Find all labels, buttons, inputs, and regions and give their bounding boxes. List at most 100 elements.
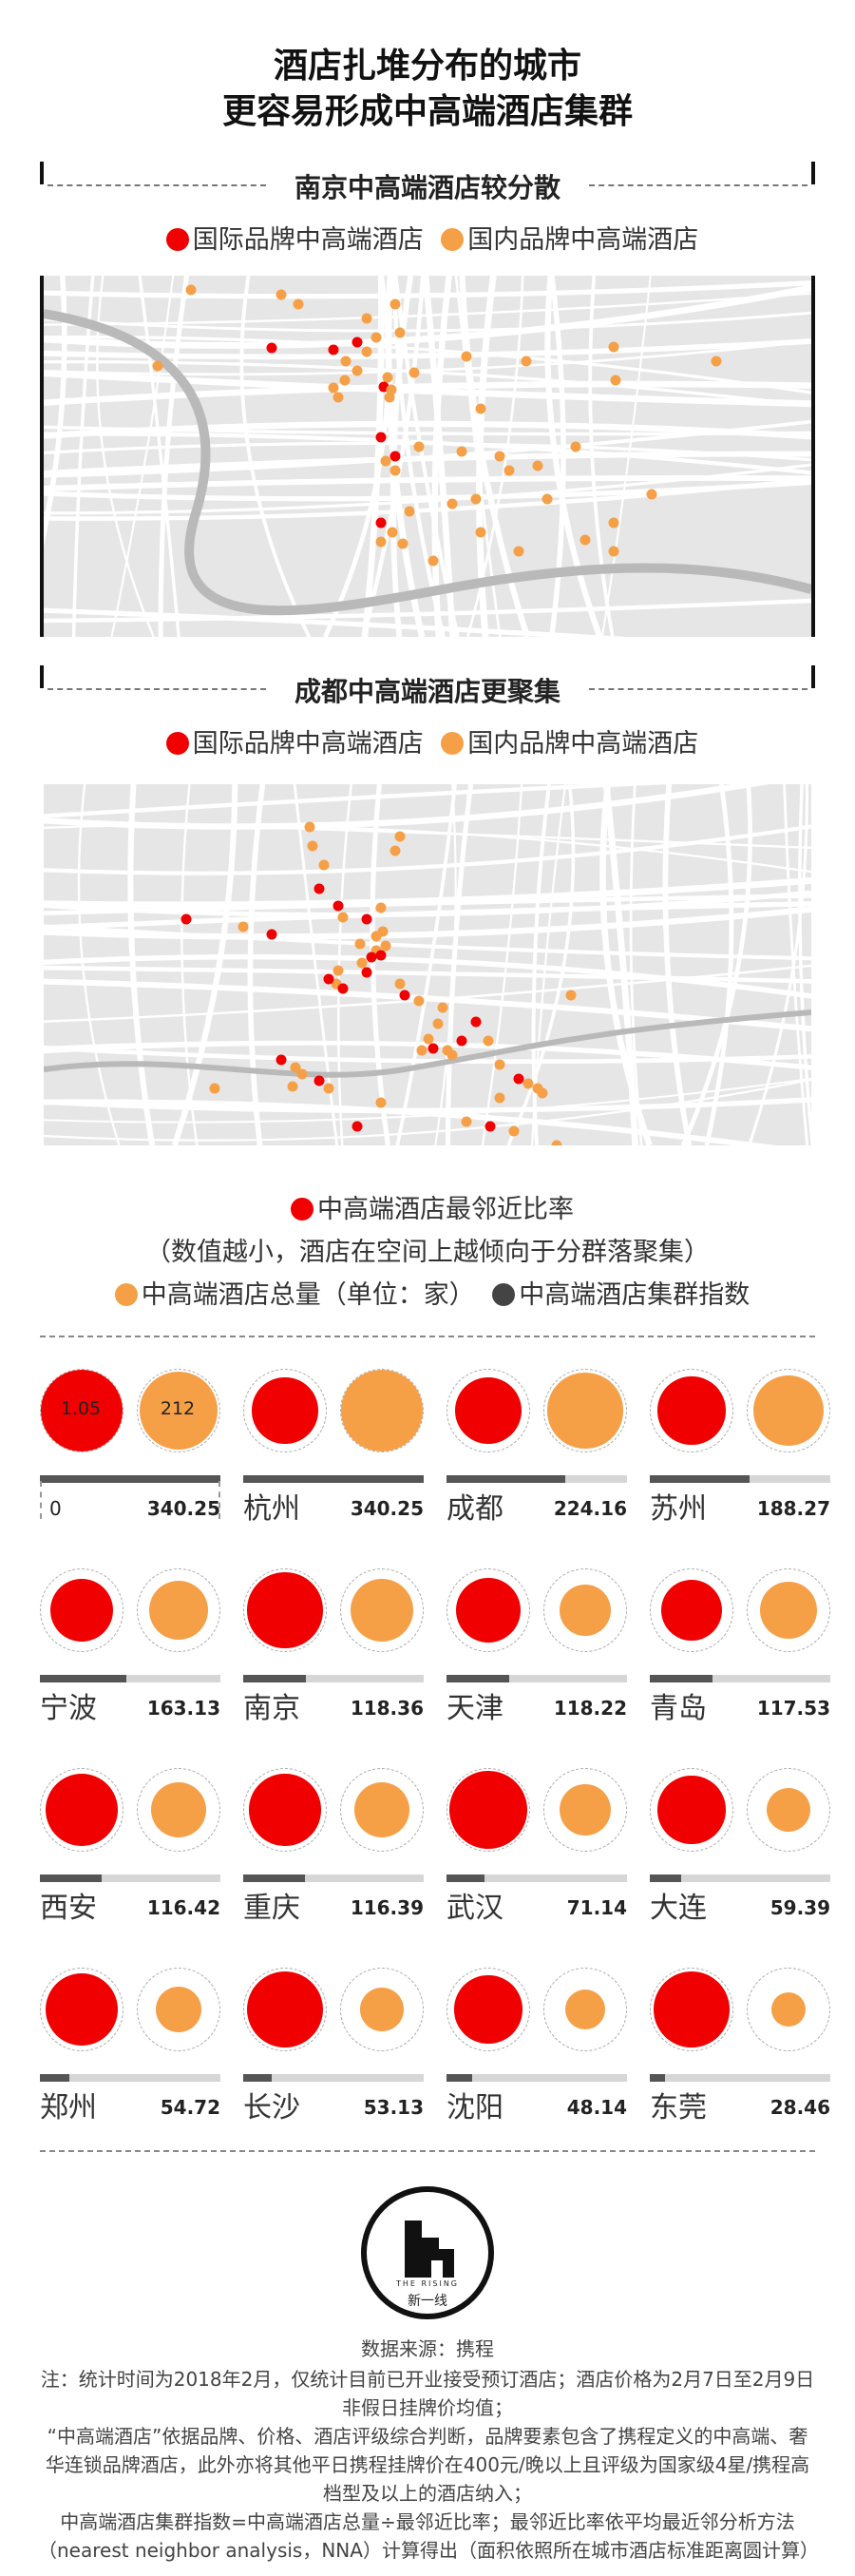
city-cell: 武汉 71.14 [446, 1768, 627, 1949]
total-slot [340, 1768, 424, 1852]
domestic-hotel-marker [185, 284, 197, 296]
nna-label: 中高端酒店最邻近比率 [317, 1195, 574, 1224]
city-name: 重庆 [243, 1892, 300, 1925]
domestic-hotel-marker [394, 327, 406, 338]
index-label: 中高端酒店集群指数 [519, 1280, 750, 1310]
international-hotel-marker [323, 973, 334, 985]
index-value: 116.39 [350, 1896, 424, 1919]
domestic-hotel-marker [384, 392, 395, 403]
index-bar-track [446, 2074, 627, 2082]
total-slot [543, 1968, 627, 2051]
index-bar [40, 1675, 127, 1682]
domestic-hotel-marker [332, 392, 344, 403]
city-name: 南京 [243, 1692, 300, 1725]
total-circle [770, 1991, 807, 2028]
index-bar-track [40, 2074, 220, 2082]
total-slot [747, 1369, 830, 1452]
nanjing-legend: 国际品牌中高端酒店 国内品牌中高端酒店 [40, 219, 815, 256]
index-value: 48.14 [566, 2096, 627, 2119]
index-bar [446, 2074, 472, 2082]
total-slot [137, 1768, 220, 1852]
nna-slot [446, 1369, 530, 1452]
city-cell: 杭州 340.25 [243, 1369, 424, 1549]
international-hotel-marker [361, 913, 372, 925]
total-slot [747, 1568, 830, 1652]
example-cell: 1.05 212 0 340.25 [40, 1369, 220, 1549]
index-bar-track [243, 1874, 424, 1882]
international-hotel-marker [314, 883, 325, 894]
total-slot [747, 1968, 830, 2051]
domestic-hotel-marker [532, 460, 543, 471]
city-name: 成都 [446, 1492, 504, 1526]
index-value: 188.27 [756, 1497, 830, 1520]
axis-max-label: 340.25 [146, 1497, 220, 1520]
total-circle [341, 1370, 423, 1451]
domestic-hotel-marker [352, 365, 363, 376]
chengdu-map-image [44, 784, 811, 1145]
index-bar [650, 1675, 712, 1682]
index-bar [40, 1874, 102, 1882]
total-circle [559, 1584, 612, 1637]
total-circle [155, 1986, 202, 2033]
domestic-hotel-marker [340, 356, 352, 367]
domestic-hotel-marker [423, 1033, 434, 1045]
index-bar [40, 1475, 220, 1483]
index-bar [446, 1874, 484, 1882]
total-circle [752, 1375, 825, 1447]
international-hotel-marker [352, 1121, 363, 1132]
chart-separator-top [40, 1336, 815, 1337]
domestic-hotel-marker [475, 527, 486, 538]
city-cell: 宁波 163.13 [40, 1568, 220, 1749]
total-slot [340, 1369, 424, 1452]
total-circle [150, 1781, 207, 1838]
domestic-hotel-marker [608, 546, 619, 557]
index-bar [243, 1475, 424, 1483]
domestic-hotel-marker [494, 1092, 505, 1104]
total-circle [760, 1582, 817, 1639]
city-name: 苏州 [650, 1492, 707, 1526]
domestic-hotel-marker [307, 840, 318, 852]
city-name: 宁波 [40, 1692, 97, 1725]
index-bar [446, 1475, 566, 1483]
domestic-hotel-marker [377, 926, 389, 937]
city-name: 天津 [446, 1692, 504, 1725]
total-dot-icon [114, 1283, 138, 1306]
domestic-hotel-marker [610, 375, 621, 386]
page-title-line1: 酒店扎堆分布的城市 [273, 47, 581, 86]
domestic-hotel-marker [382, 372, 393, 383]
domestic-hotel-marker [408, 367, 420, 378]
domestic-hotel-marker [337, 912, 349, 923]
domestic-hotel-marker [446, 498, 458, 509]
city-name: 郑州 [40, 2091, 97, 2124]
index-value: 340.25 [350, 1497, 424, 1520]
index-bar-track [40, 1675, 220, 1682]
domestic-hotel-marker [494, 451, 505, 462]
domestic-hotel-marker [432, 1018, 444, 1029]
domestic-hotel-marker [296, 1068, 308, 1080]
nna-circle [246, 1970, 324, 2048]
nna-slot [650, 1768, 733, 1852]
city-cell: 东莞 28.46 [650, 1968, 830, 2148]
domestic-hotel-marker [361, 313, 372, 324]
index-bar [446, 1675, 509, 1682]
total-circle [353, 1781, 410, 1838]
domestic-hotel-marker [375, 536, 387, 548]
international-dot-icon [165, 732, 189, 755]
domestic-hotel-marker [404, 506, 415, 517]
chart-separator-bottom [40, 2150, 815, 2152]
total-circle [559, 1783, 612, 1836]
international-hotel-marker [337, 983, 349, 994]
domestic-hotel-marker [513, 546, 524, 557]
nna-slot [40, 1968, 124, 2051]
international-hotel-marker [266, 929, 277, 940]
domestic-hotel-marker [290, 1062, 301, 1073]
chengdu-legend: 国际品牌中高端酒店 国内品牌中高端酒店 [40, 722, 815, 759]
legend-international: 国际品牌中高端酒店 [192, 225, 424, 255]
chengdu-panel-title: 成都中高端酒店更聚集 [294, 676, 560, 707]
domestic-hotel-marker [437, 1002, 448, 1013]
nna-circle [252, 1377, 318, 1444]
total-circle [139, 1371, 218, 1451]
total-slot [543, 1568, 627, 1652]
nna-slot [650, 1968, 733, 2051]
domestic-hotel-marker [413, 441, 425, 452]
